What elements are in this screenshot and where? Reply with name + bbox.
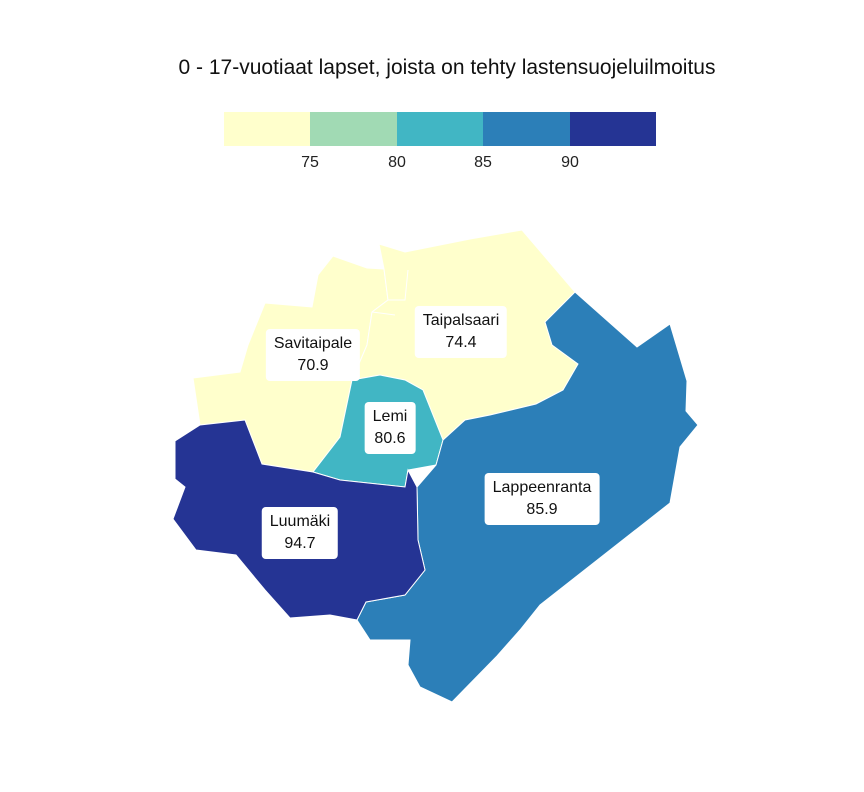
legend-swatch-3	[396, 112, 484, 146]
region-name: Luumäki	[269, 513, 331, 530]
region-value: 74.4	[445, 334, 477, 351]
label-lemi: Lemi 80.6	[364, 402, 416, 454]
legend-swatch-5	[569, 112, 657, 146]
legend-tick: 85	[474, 154, 492, 171]
legend-ticks: 75 80 85 90	[224, 154, 656, 174]
region-value: 70.9	[297, 357, 329, 374]
region-name: Taipalsaari	[422, 312, 500, 329]
region-value: 85.9	[526, 501, 558, 518]
map-title: 0 - 17-vuotiaat lapset, joista on tehty …	[178, 56, 716, 79]
label-taipalsaari: Taipalsaari 74.4	[414, 306, 508, 358]
border-lines	[366, 242, 409, 316]
region-value: 80.6	[374, 430, 406, 447]
legend-swatch-4	[483, 112, 570, 146]
legend-tick: 75	[301, 154, 319, 171]
region-name: Lemi	[372, 408, 408, 425]
legend-swatch-1	[224, 112, 311, 146]
label-lappeenranta: Lappeenranta 85.9	[484, 473, 600, 525]
label-luumaki: Luumäki 94.7	[261, 507, 339, 559]
region-name: Lappeenranta	[492, 479, 592, 496]
label-savitaipale: Savitaipale 70.9	[265, 329, 361, 381]
legend-tick: 80	[388, 154, 406, 171]
color-legend	[224, 112, 657, 146]
legend-swatch-2	[310, 112, 397, 146]
region-value: 94.7	[284, 535, 316, 552]
legend-tick: 90	[561, 154, 579, 171]
region-name: Savitaipale	[273, 335, 353, 352]
